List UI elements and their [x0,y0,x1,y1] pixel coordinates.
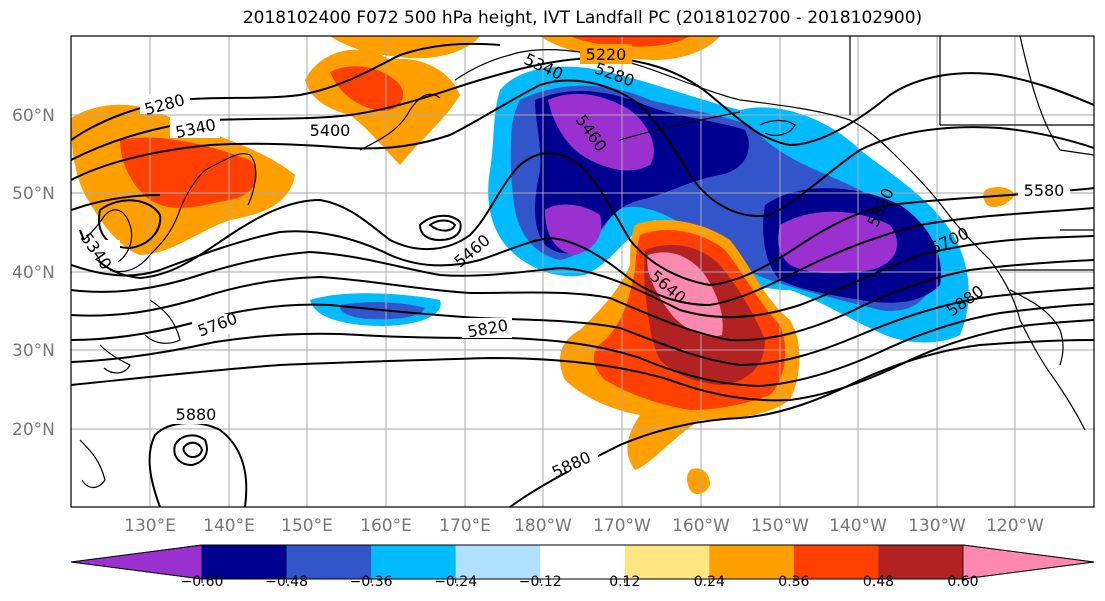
ivt-negative-core-east [778,211,898,274]
map-title: 2018102400 F072 500 hPa height, IVT Land… [242,8,923,28]
contour-label: 5340 [70,229,120,273]
lon-label: 160°E [360,516,412,536]
colorbar-tick-label: −0.12 [519,574,562,590]
contour-label: 5220 [580,44,632,64]
lat-label: 20°N [12,420,55,440]
lon-label: 150°W [751,516,809,536]
contour-label: 5580 [1018,180,1070,200]
colorbar-tick-label: 0.48 [863,574,894,590]
colorbar-tick-label: 0.12 [609,574,640,590]
contour-label: 5400 [305,120,355,140]
colorbar-swatch [878,545,964,579]
contour-label: 5880 [170,404,222,424]
contour-label: 5280 [140,90,190,119]
lon-label: 180°W [514,516,572,536]
lat-label: 40°N [12,263,55,283]
svg-text:5220: 5220 [586,45,627,64]
colorbar-swatch [202,545,288,579]
colorbar-swatch [455,545,541,579]
contour-label: 5820 [462,316,512,341]
colorbar-swatch [540,545,626,579]
lon-label: 170°W [593,516,651,536]
colorbar-tick-label: −0.48 [265,574,308,590]
lon-label: 130°W [908,516,966,536]
lon-label: 140°W [829,516,887,536]
colorbar-tick-label: −0.24 [434,574,477,590]
colorbar-tick-label: 0.36 [778,574,809,590]
colorbar-extend-high [962,544,1095,580]
ivt-negative-core-north [548,93,654,171]
svg-text:5880: 5880 [176,405,217,424]
svg-text:5580: 5580 [1024,181,1065,200]
lat-label: 50°N [12,184,55,204]
contour-label: 5340 [170,115,220,142]
colorbar-swatch [793,545,879,579]
graticule [71,36,1094,507]
contour-label: 5880 [548,447,598,482]
lat-label: 30°N [12,341,55,361]
lat-label: 60°N [12,106,55,126]
colorbar-swatch [709,545,795,579]
colorbar-tick-labels: −0.60 −0.48 −0.36 −0.24 −0.12 0.12 0.24 … [181,574,979,590]
lon-label: 130°E [124,516,176,536]
svg-text:5400: 5400 [310,121,351,140]
colorbar-tick-label: −0.60 [181,574,224,590]
lon-label: 140°E [203,516,255,536]
colorbar-tick-label: −0.36 [350,574,393,590]
colorbar-swatch [371,545,457,579]
height-contours [71,42,1094,507]
lon-label: 170°E [439,516,491,536]
lon-label: 150°E [281,516,333,536]
coastlines [71,36,1094,489]
longitude-labels: 130°E 140°E 150°E 160°E 170°E 180°W 170°… [124,516,1044,536]
colorbar-tick-label: 0.60 [947,574,978,590]
lon-label: 120°W [986,516,1044,536]
colorbar [70,544,1095,583]
lon-label: 160°W [672,516,730,536]
map-frame [70,35,1095,508]
latitude-labels: 60°N 50°N 40°N 30°N 20°N [12,106,55,440]
colorbar-swatch [624,545,710,579]
colorbar-tick-label: 0.24 [694,574,725,590]
colorbar-swatch [286,545,372,579]
